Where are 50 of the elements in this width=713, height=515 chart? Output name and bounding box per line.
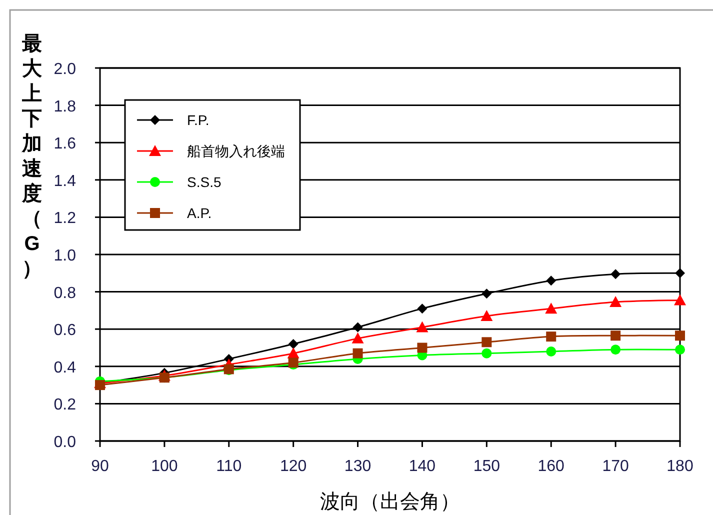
point [482, 348, 492, 358]
y-tick-label: 0.0 [54, 434, 76, 451]
x-axis-title: 波向（出会角） [320, 491, 460, 513]
legend-label: S.S.5 [187, 174, 222, 190]
x-tick-label: 150 [473, 458, 500, 475]
legend-label: F.P. [187, 112, 210, 128]
y-tick-label: 0.6 [54, 322, 76, 340]
point [674, 294, 686, 306]
x-tick-label: 90 [91, 458, 109, 475]
text: 最大上下加速度（G） [22, 33, 42, 280]
point [545, 302, 558, 314]
y-tick-label: 0.4 [54, 359, 76, 376]
point [610, 330, 621, 341]
point [417, 304, 428, 314]
point [546, 332, 556, 342]
point [675, 268, 685, 278]
x-tick-label: 140 [408, 458, 436, 475]
point [482, 337, 492, 348]
x-tick-label: 120 [280, 458, 307, 475]
y-tick-label: 1.0 [54, 248, 76, 264]
y-tick-label: 1.2 [54, 210, 76, 228]
point [352, 322, 363, 332]
y-tick-label: 1.4 [54, 172, 76, 190]
x-tick-label: 170 [602, 458, 629, 475]
point [482, 288, 492, 299]
x-tick-label: 100 [151, 458, 178, 475]
point [675, 330, 685, 341]
x-tick-label: 130 [344, 458, 372, 475]
point [610, 269, 621, 280]
y-tick-label: 1.8 [54, 98, 76, 116]
legend-label: 船首物入れ後端 [187, 143, 285, 159]
point [610, 344, 621, 355]
point [352, 332, 364, 344]
y-tick-label: 2.0 [54, 61, 76, 78]
point [417, 342, 428, 353]
legend-label: A.P. [187, 205, 212, 221]
point [546, 276, 556, 286]
y-tick-label: 0.8 [54, 284, 76, 302]
x-tick-label: 180 [666, 458, 694, 475]
point [546, 346, 556, 356]
y-tick-label: 1.6 [54, 136, 76, 153]
point [610, 296, 622, 308]
point [480, 310, 493, 322]
y-tick-label: 0.2 [54, 396, 76, 414]
x-tick-label: 110 [216, 458, 242, 475]
point [416, 321, 428, 332]
point [675, 344, 685, 355]
point [352, 348, 363, 358]
x-tick-label: 160 [538, 458, 565, 475]
point [288, 339, 298, 350]
